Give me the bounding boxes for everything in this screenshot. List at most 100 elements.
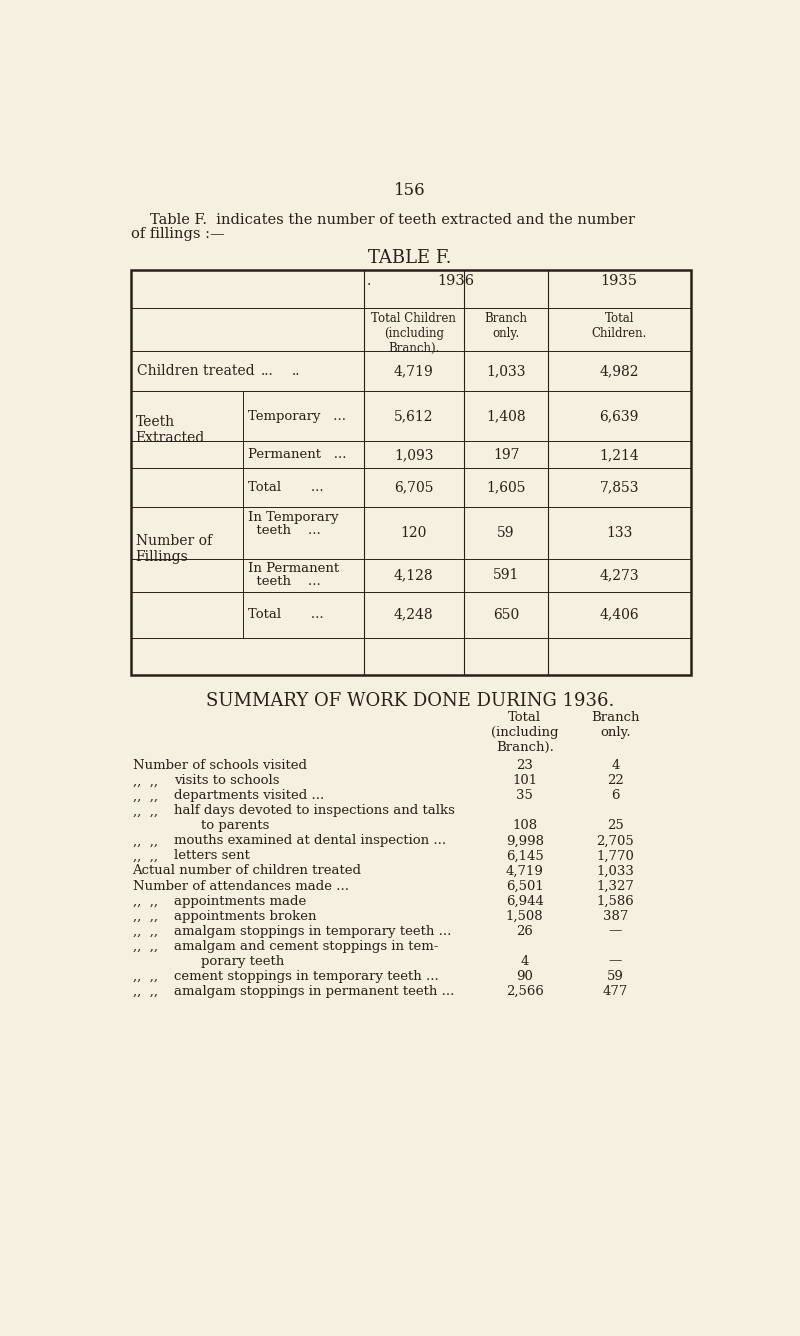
Text: of fillings :—: of fillings :— <box>131 227 225 240</box>
Text: visits to schools: visits to schools <box>174 775 279 787</box>
Text: .: . <box>366 274 371 289</box>
Text: 1,033: 1,033 <box>597 864 634 878</box>
Text: 25: 25 <box>607 819 624 832</box>
Text: 4,982: 4,982 <box>599 365 639 378</box>
Text: Children treated: Children treated <box>138 365 255 378</box>
Text: 5,612: 5,612 <box>394 409 434 424</box>
Text: 1,605: 1,605 <box>486 481 526 494</box>
Text: Permanent   ...: Permanent ... <box>248 449 346 461</box>
Text: 59: 59 <box>498 526 515 540</box>
Text: Total
(including
Branch).: Total (including Branch). <box>491 711 558 754</box>
Text: 6,639: 6,639 <box>599 409 639 424</box>
Text: Teeth
Extracted: Teeth Extracted <box>136 414 205 445</box>
Text: 7,853: 7,853 <box>599 481 639 494</box>
Text: ,,  ,,: ,, ,, <box>133 775 158 787</box>
Text: letters sent: letters sent <box>174 850 250 863</box>
Text: appointments made: appointments made <box>174 895 306 907</box>
Text: Total Children
(including
Branch).: Total Children (including Branch). <box>371 313 456 355</box>
Text: 26: 26 <box>516 925 533 938</box>
Text: 4,273: 4,273 <box>599 568 639 582</box>
Text: mouths examined at dental inspection ...: mouths examined at dental inspection ... <box>174 835 446 847</box>
Text: 22: 22 <box>607 775 624 787</box>
Text: 4,719: 4,719 <box>394 365 434 378</box>
Text: Total       ...: Total ... <box>248 608 324 621</box>
Text: 90: 90 <box>516 970 533 982</box>
Text: half days devoted to inspections and talks: half days devoted to inspections and tal… <box>174 804 454 818</box>
Text: 1,586: 1,586 <box>597 895 634 907</box>
Text: ...: ... <box>262 365 274 378</box>
Text: ,,  ,,: ,, ,, <box>133 939 158 953</box>
Text: —: — <box>609 955 622 967</box>
Text: Table F.  indicates the number of teeth extracted and the number: Table F. indicates the number of teeth e… <box>150 212 635 227</box>
Text: ,,  ,,: ,, ,, <box>133 895 158 907</box>
Text: 108: 108 <box>512 819 538 832</box>
Text: teeth    ...: teeth ... <box>248 524 321 537</box>
Text: Total
Children.: Total Children. <box>591 313 647 339</box>
Text: SUMMARY OF WORK DONE DURING 1936.: SUMMARY OF WORK DONE DURING 1936. <box>206 692 614 709</box>
Text: 1935: 1935 <box>601 274 638 289</box>
Text: porary teeth: porary teeth <box>201 955 284 967</box>
Text: teeth    ...: teeth ... <box>248 574 321 588</box>
Text: ..: .. <box>291 365 300 378</box>
Text: Temporary   ...: Temporary ... <box>248 410 346 424</box>
Text: 1,033: 1,033 <box>486 365 526 378</box>
Text: Branch
only.: Branch only. <box>591 711 640 739</box>
Text: 650: 650 <box>493 608 519 621</box>
Text: 6,145: 6,145 <box>506 850 543 863</box>
Text: Actual number of children treated: Actual number of children treated <box>133 864 362 878</box>
Text: Branch
only.: Branch only. <box>485 313 528 339</box>
Text: 6,501: 6,501 <box>506 879 543 892</box>
Text: 156: 156 <box>394 182 426 199</box>
Text: amalgam stoppings in permanent teeth ...: amalgam stoppings in permanent teeth ... <box>174 985 454 998</box>
Text: In Permanent: In Permanent <box>248 562 339 576</box>
Text: Total       ...: Total ... <box>248 481 324 494</box>
Text: 1,408: 1,408 <box>486 409 526 424</box>
Text: 2,705: 2,705 <box>597 835 634 847</box>
Text: 4,128: 4,128 <box>394 568 434 582</box>
Text: 1,214: 1,214 <box>599 448 639 462</box>
Text: 1,093: 1,093 <box>394 448 434 462</box>
Text: 4,406: 4,406 <box>599 608 639 621</box>
Text: 6: 6 <box>611 790 620 803</box>
Text: 1,327: 1,327 <box>597 879 634 892</box>
Text: —: — <box>609 925 622 938</box>
Text: ,,  ,,: ,, ,, <box>133 910 158 923</box>
Text: Number of
Fillings: Number of Fillings <box>136 534 212 564</box>
Text: In Temporary: In Temporary <box>248 512 338 525</box>
Text: 120: 120 <box>401 526 427 540</box>
Text: Number of attendances made ...: Number of attendances made ... <box>133 879 349 892</box>
Text: 6,705: 6,705 <box>394 481 434 494</box>
Text: cement stoppings in temporary teeth ...: cement stoppings in temporary teeth ... <box>174 970 438 982</box>
Text: 1936: 1936 <box>437 274 474 289</box>
Text: 133: 133 <box>606 526 633 540</box>
Text: ,,  ,,: ,, ,, <box>133 790 158 803</box>
Text: 9,998: 9,998 <box>506 835 544 847</box>
Text: 4: 4 <box>611 759 619 772</box>
Text: 4: 4 <box>521 955 529 967</box>
Text: 101: 101 <box>512 775 538 787</box>
Text: ,,  ,,: ,, ,, <box>133 925 158 938</box>
Text: ,,  ,,: ,, ,, <box>133 835 158 847</box>
Text: 4,719: 4,719 <box>506 864 544 878</box>
Text: ,,  ,,: ,, ,, <box>133 985 158 998</box>
Text: 387: 387 <box>602 910 628 923</box>
Text: amalgam and cement stoppings in tem-: amalgam and cement stoppings in tem- <box>174 939 438 953</box>
Text: 1,508: 1,508 <box>506 910 543 923</box>
Text: ,,  ,,: ,, ,, <box>133 804 158 818</box>
Text: TABLE F.: TABLE F. <box>368 248 452 267</box>
Text: 4,248: 4,248 <box>394 608 434 621</box>
Text: ,,  ,,: ,, ,, <box>133 970 158 982</box>
Text: departments visited ...: departments visited ... <box>174 790 324 803</box>
Text: amalgam stoppings in temporary teeth ...: amalgam stoppings in temporary teeth ... <box>174 925 451 938</box>
Text: 477: 477 <box>602 985 628 998</box>
Text: 1,770: 1,770 <box>597 850 634 863</box>
Text: to parents: to parents <box>201 819 269 832</box>
Text: 35: 35 <box>516 790 533 803</box>
Text: appointments broken: appointments broken <box>174 910 316 923</box>
Text: 23: 23 <box>516 759 533 772</box>
Text: 59: 59 <box>607 970 624 982</box>
Text: 591: 591 <box>493 568 519 582</box>
Text: Number of schools visited: Number of schools visited <box>133 759 306 772</box>
Text: 2,566: 2,566 <box>506 985 544 998</box>
Text: 197: 197 <box>493 448 519 462</box>
